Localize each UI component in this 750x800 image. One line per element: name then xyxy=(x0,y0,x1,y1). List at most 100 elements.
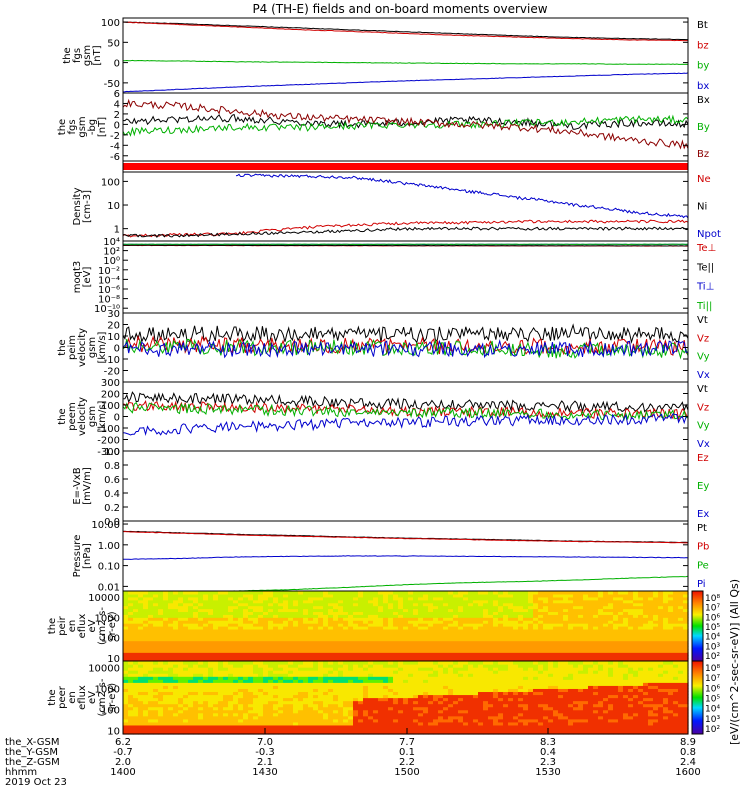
spectrogram-cell xyxy=(293,715,299,720)
spectrogram-cell xyxy=(283,712,289,717)
spectrogram-cell xyxy=(638,628,644,633)
spectrogram-cell xyxy=(158,652,164,656)
spectrogram-cell xyxy=(283,667,289,671)
spectrogram-cell xyxy=(428,718,434,723)
spectrogram-cell xyxy=(248,676,254,680)
spectrogram-cell xyxy=(473,591,479,595)
spectrogram-cell xyxy=(268,649,274,653)
spectrogram-cell xyxy=(153,602,159,607)
spectrogram-cell xyxy=(428,715,434,720)
spectrogram-cell xyxy=(418,682,424,686)
spectrogram-cell xyxy=(303,593,309,598)
spectrogram-cell xyxy=(263,596,269,601)
spectrogram-cell xyxy=(173,703,179,708)
spectrogram-cell xyxy=(278,727,284,732)
spectrogram-cell xyxy=(583,620,589,624)
spectrogram-cell xyxy=(573,652,579,656)
spectrogram-cell xyxy=(333,652,339,656)
spectrogram-cell xyxy=(203,593,209,598)
spectrogram-cell xyxy=(368,631,374,636)
spectrogram-cell xyxy=(398,727,404,732)
spectrogram-cell xyxy=(438,730,444,735)
spectrogram-cell xyxy=(228,691,234,696)
spectrogram-cell xyxy=(278,631,284,636)
spectrogram-cell xyxy=(668,593,674,598)
spectrogram-cell xyxy=(533,706,539,711)
spectrogram-cell xyxy=(308,614,314,618)
spectrogram-cell xyxy=(323,640,329,645)
spectrogram-cell xyxy=(543,640,549,645)
spectrogram-cell xyxy=(443,631,449,636)
spectrogram-cell xyxy=(233,631,239,636)
spectrogram-cell xyxy=(248,727,254,732)
spectrogram-cell xyxy=(498,718,504,723)
spectrogram-cell xyxy=(303,709,309,714)
spectrogram-cell xyxy=(368,646,374,650)
spectrogram-cell xyxy=(538,649,544,653)
spectrogram-cell xyxy=(223,614,229,618)
spectrogram-cell xyxy=(508,596,514,601)
spectrogram-cell xyxy=(233,658,239,662)
spectrogram-cell xyxy=(518,703,524,708)
spectrogram-cell xyxy=(293,655,299,659)
spectrogram-cell xyxy=(523,646,529,650)
spectrogram-cell xyxy=(378,596,384,601)
spectrogram-cell xyxy=(528,608,534,613)
spectrogram-cell xyxy=(363,688,369,693)
spectrogram-cell xyxy=(628,617,634,621)
spectrogram-cell xyxy=(648,599,654,604)
spectrogram-cell xyxy=(518,649,524,653)
spectrogram-cell xyxy=(238,670,244,674)
spectrogram-cell xyxy=(518,655,524,659)
spectrogram-cell xyxy=(563,634,569,639)
spectrogram-cell xyxy=(538,703,544,708)
spectrogram-cell xyxy=(408,679,414,683)
spectrogram-cell xyxy=(498,626,504,630)
spectrogram-cell xyxy=(313,682,319,686)
spectrogram-cell xyxy=(283,697,289,702)
spectrogram-cell xyxy=(308,718,314,723)
spectrogram-cell xyxy=(483,718,489,723)
spectrogram-cell xyxy=(333,649,339,653)
spectrogram-cell xyxy=(548,628,554,633)
spectrogram-cell xyxy=(163,631,169,636)
spectrogram-cell xyxy=(173,727,179,732)
spectrogram-cell xyxy=(138,623,144,627)
spectrogram-cell xyxy=(183,703,189,708)
spectrogram-cell xyxy=(453,667,459,671)
spectrogram-cell xyxy=(538,655,544,659)
spectrogram-cell xyxy=(428,640,434,645)
ytick-label: 10000 xyxy=(88,593,120,604)
spectrogram-cell xyxy=(318,640,324,645)
spectrogram-cell xyxy=(243,631,249,636)
spectrogram-cell xyxy=(348,649,354,653)
spectrogram-cell xyxy=(323,673,329,677)
spectrogram-cell xyxy=(423,646,429,650)
spectrogram-cell xyxy=(123,591,129,595)
spectrogram-cell xyxy=(648,602,654,607)
spectrogram-cell xyxy=(353,721,359,726)
spectrogram-cell xyxy=(128,703,134,708)
spectrogram-cell xyxy=(323,602,329,607)
spectrogram-cell xyxy=(323,664,329,668)
spectrogram-cell xyxy=(433,727,439,732)
spectrogram-cell xyxy=(163,596,169,601)
spectrogram-cell xyxy=(638,614,644,618)
spectrogram-cell xyxy=(603,614,609,618)
spectrogram-cell xyxy=(613,643,619,648)
spectrogram-cell xyxy=(248,721,254,726)
spectrogram-cell xyxy=(493,643,499,648)
spectrogram-cell xyxy=(228,676,234,680)
ytick-label: 2 xyxy=(114,110,120,121)
spectrogram-cell xyxy=(198,730,204,735)
spectrogram-cell xyxy=(463,730,469,735)
spectrogram-cell xyxy=(258,591,264,595)
spectrogram-cell xyxy=(253,649,259,653)
spectrogram-cell xyxy=(228,602,234,607)
spectrogram-cell xyxy=(208,709,214,714)
spectrogram-cell xyxy=(623,617,629,621)
spectrogram-cell xyxy=(243,661,249,665)
spectrogram-cell xyxy=(373,679,379,683)
spectrogram-cell xyxy=(163,724,169,729)
spectrogram-cell xyxy=(518,658,524,662)
